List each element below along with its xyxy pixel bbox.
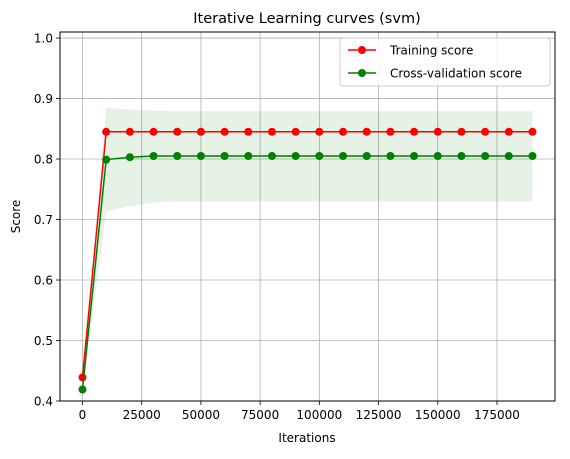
training-score-point xyxy=(244,127,253,136)
training-score-point xyxy=(528,127,537,136)
legend: Training score Cross-validation score xyxy=(339,37,551,87)
y-tick-label: 0.5 xyxy=(34,334,53,348)
training-score-point xyxy=(457,127,466,136)
cross-validation-score-point xyxy=(173,152,182,161)
cross-validation-score-point xyxy=(433,152,442,161)
x-tick-label: 0 xyxy=(79,408,87,422)
x-tick-label: 175000 xyxy=(474,408,520,422)
training-score-point xyxy=(78,373,87,382)
legend-marker-training xyxy=(358,46,366,54)
training-score-point xyxy=(410,127,419,136)
training-score-point xyxy=(291,127,300,136)
cross-validation-score-point xyxy=(315,152,324,161)
cross-validation-score-point xyxy=(504,152,513,161)
training-score-point xyxy=(433,127,442,136)
training-score-point xyxy=(504,127,513,136)
cross-validation-score-point xyxy=(102,155,111,164)
cross-validation-score-point xyxy=(291,152,300,161)
cross-validation-score-point xyxy=(149,152,158,161)
x-tick-label: 50000 xyxy=(182,408,220,422)
score-bands xyxy=(82,107,533,390)
series-lines xyxy=(78,127,537,394)
cross-validation-score-point xyxy=(125,153,134,162)
y-tick-label: 0.9 xyxy=(34,92,53,106)
cross-validation-score-point xyxy=(528,152,537,161)
cross-validation-score-point xyxy=(267,152,276,161)
training-score-point xyxy=(196,127,205,136)
x-tick-label: 150000 xyxy=(415,408,461,422)
x-axis-label: Iterations xyxy=(278,431,335,445)
cross-validation-score-point xyxy=(78,385,87,394)
legend-label-cross-validation: Cross-validation score xyxy=(390,67,522,81)
y-tick-label: 0.7 xyxy=(34,213,53,227)
cross-validation-score-point xyxy=(220,152,229,161)
training-score-point xyxy=(173,127,182,136)
training-score-point xyxy=(386,127,395,136)
training-score-point xyxy=(220,127,229,136)
legend-box xyxy=(339,37,551,87)
x-tick-label: 100000 xyxy=(296,408,342,422)
training-score-point xyxy=(339,127,348,136)
x-tick-label: 25000 xyxy=(123,408,161,422)
training-score-point xyxy=(102,127,111,136)
cross-validation-score-point xyxy=(457,152,466,161)
cross-validation-score-point xyxy=(196,152,205,161)
cross-validation-score-point xyxy=(339,152,348,161)
y-tick-label: 0.4 xyxy=(34,395,53,409)
legend-label-training: Training score xyxy=(389,44,473,58)
x-tick-label: 75000 xyxy=(241,408,279,422)
axis-ticks: 0 25000 50000 75000 100000 125000 150000 175000… xyxy=(34,32,520,422)
x-tick-label: 125000 xyxy=(356,408,402,422)
grid xyxy=(60,32,555,402)
chart-title: Iterative Learning curves (svm) xyxy=(193,11,420,27)
plot-area-frame xyxy=(59,31,556,402)
training-score-point xyxy=(267,127,276,136)
training-score-point xyxy=(362,127,371,136)
y-tick-label: 0.8 xyxy=(34,153,53,167)
y-tick-label: 1.0 xyxy=(34,32,53,46)
y-axis-label: Score xyxy=(9,200,23,234)
cross-validation-score-point xyxy=(386,152,395,161)
training-score-point xyxy=(125,127,134,136)
cross-validation-score-point xyxy=(410,152,419,161)
cross-validation-score-band xyxy=(82,107,533,390)
training-score-point xyxy=(149,127,158,136)
training-score-point xyxy=(481,127,490,136)
cross-validation-score-point xyxy=(481,152,490,161)
cross-validation-score-point xyxy=(362,152,371,161)
cross-validation-score-point xyxy=(244,152,253,161)
legend-marker-cross-validation xyxy=(358,69,366,77)
training-score-point xyxy=(315,127,324,136)
y-tick-label: 0.6 xyxy=(34,274,53,288)
